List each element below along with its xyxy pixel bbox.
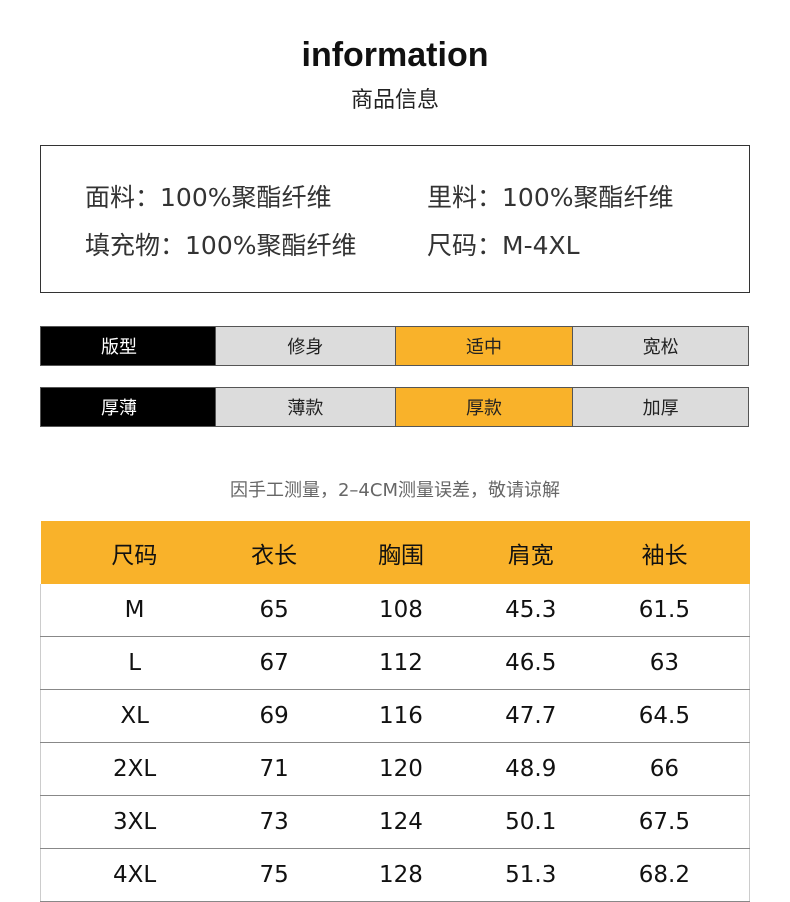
table-cell: M <box>40 584 229 637</box>
table-row: L 67 112 46.5 63 <box>40 636 750 690</box>
size-table: 尺码 衣长 胸围 肩宽 袖长 M 65 108 45.3 61.5 L 67 112 46.5 63 XL 6… <box>40 521 750 902</box>
table-cell: 73 <box>228 795 321 849</box>
header-cell: 尺码 <box>40 521 229 584</box>
table-cell: 46.5 <box>481 636 580 690</box>
spec-label: 尺码： <box>427 231 503 260</box>
table-cell: 124 <box>320 795 482 849</box>
table-cell: 68.2 <box>579 848 750 902</box>
table-cell: 75 <box>228 848 321 902</box>
table-cell: 128 <box>320 848 482 902</box>
table-cell: 50.1 <box>481 795 580 849</box>
table-cell: 120 <box>320 742 482 796</box>
table-cell: XL <box>40 689 229 743</box>
header-row: 尺码 衣长 胸围 肩宽 袖长 <box>40 521 750 584</box>
attribute-row: 厚薄 薄款 厚款 加厚 <box>40 387 749 427</box>
table-cell: 45.3 <box>481 584 580 637</box>
attribute-option: 加厚 <box>572 388 748 426</box>
attribute-option: 修身 <box>215 327 395 365</box>
table-row: XL 69 116 47.7 64.5 <box>40 689 750 743</box>
table-row: 4XL 75 128 51.3 68.2 <box>40 848 750 902</box>
spec: 面料：100%聚酯纤维 <box>85 178 332 214</box>
attribute-row: 版型 修身 适中 宽松 <box>40 326 749 366</box>
specs-box: 面料：100%聚酯纤维 里料：100%聚酯纤维 填充物：100%聚酯纤维 尺码：… <box>40 145 750 293</box>
table-row: 3XL 73 124 50.1 67.5 <box>40 795 750 849</box>
table-cell: 47.7 <box>481 689 580 743</box>
spec: 里料：100%聚酯纤维 <box>427 178 674 214</box>
spec-value: 100%聚酯纤维 <box>160 183 332 212</box>
table-body: M 65 108 45.3 61.5 L 67 112 46.5 63 XL 69 116 47.7 64.… <box>40 584 750 902</box>
spec-value: M-4XL <box>502 231 580 260</box>
table-cell: 116 <box>320 689 482 743</box>
table-cell: 4XL <box>40 848 229 902</box>
spec-label: 面料： <box>85 183 161 212</box>
table-cell: 112 <box>320 636 482 690</box>
table-cell: 3XL <box>40 795 229 849</box>
table-row: 2XL 71 120 48.9 66 <box>40 742 750 796</box>
attribute-option-selected: 适中 <box>394 327 573 365</box>
spec-value: 100%聚酯纤维 <box>502 183 674 212</box>
attribute-label: 厚薄 <box>41 388 216 426</box>
attribute-label: 版型 <box>41 327 216 365</box>
title: information <box>301 36 489 74</box>
table-cell: 71 <box>228 742 321 796</box>
table-cell: 63 <box>579 636 750 690</box>
table-cell: 48.9 <box>481 742 580 796</box>
table-cell: 67 <box>228 636 321 690</box>
table-cell: L <box>40 636 229 690</box>
table-cell: 51.3 <box>481 848 580 902</box>
attribute-option-selected: 厚款 <box>394 388 573 426</box>
header-cell: 衣长 <box>228 521 321 584</box>
spec-label: 里料： <box>427 183 503 212</box>
attribute-option: 宽松 <box>572 327 748 365</box>
note: 因手工测量，2–4CM测量误差，敬请谅解 <box>229 480 560 501</box>
table-row: M 65 108 45.3 61.5 <box>40 584 750 637</box>
spec: 填充物：100%聚酯纤维 <box>85 226 357 262</box>
table-cell: 64.5 <box>579 689 750 743</box>
table-cell: 69 <box>228 689 321 743</box>
header-cell: 胸围 <box>320 521 482 584</box>
table-cell: 65 <box>228 584 321 637</box>
table-cell: 67.5 <box>579 795 750 849</box>
spec-label: 填充物： <box>85 231 186 260</box>
header-cell: 袖长 <box>579 521 750 584</box>
table-cell: 66 <box>579 742 750 796</box>
table-cell: 2XL <box>40 742 229 796</box>
spec-value: 100%聚酯纤维 <box>185 231 357 260</box>
table-cell: 61.5 <box>579 584 750 637</box>
header-cell: 肩宽 <box>481 521 580 584</box>
subtitle: 商品信息 <box>350 88 439 113</box>
attribute-option: 薄款 <box>215 388 395 426</box>
table-cell: 108 <box>320 584 482 637</box>
spec: 尺码：M-4XL <box>427 226 580 262</box>
